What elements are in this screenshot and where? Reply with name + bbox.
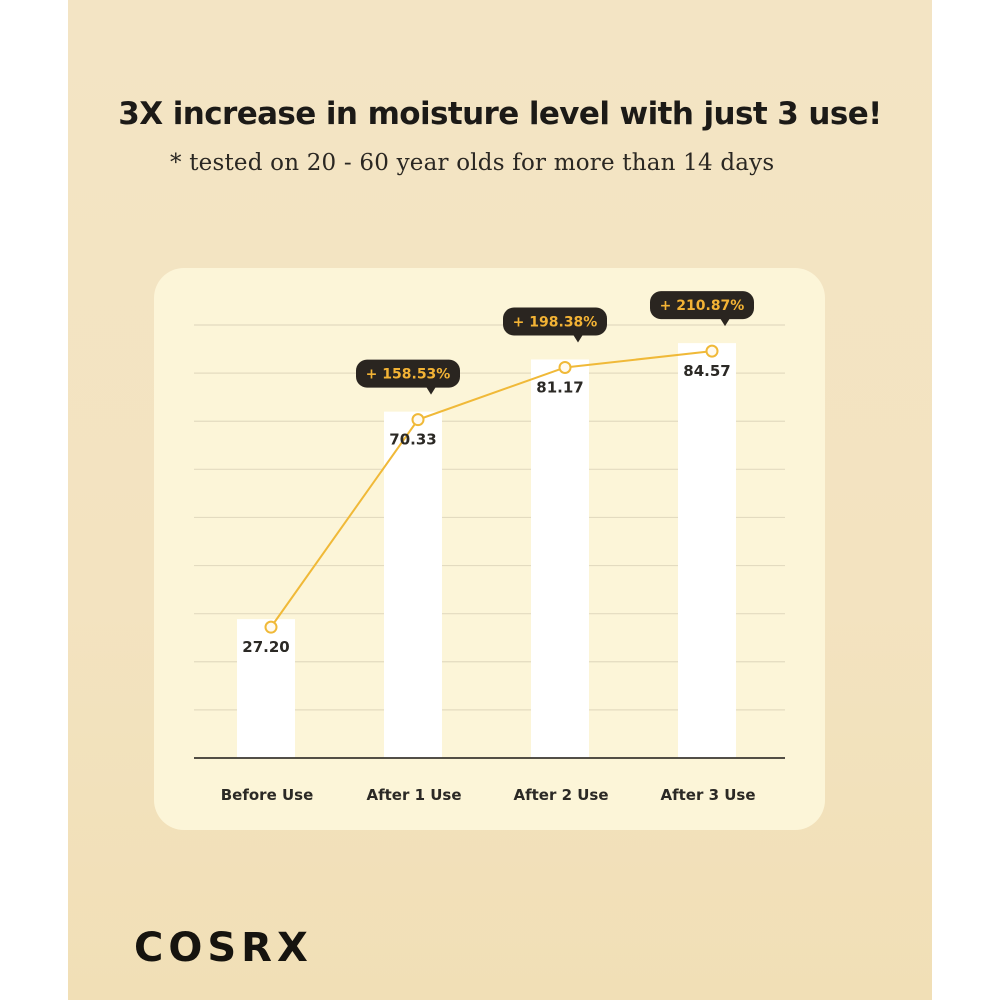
increase-badge: + 198.38%	[503, 307, 607, 343]
x-tick-label: Before Use	[221, 786, 314, 804]
value-label: 81.17	[536, 378, 583, 396]
bar	[237, 619, 295, 758]
increase-badge: + 210.87%	[650, 291, 754, 327]
data-point	[705, 344, 719, 358]
bar	[678, 343, 736, 758]
moisture-chart: 27.20 70.33 81.17 84.57 + 158.53% + 198.38% + …	[194, 291, 785, 804]
increase-label: + 210.87%	[660, 298, 745, 314]
badge-pointer	[426, 386, 436, 395]
increase-label: + 158.53%	[366, 367, 451, 383]
badge-bubble	[650, 291, 754, 320]
increase-badge: + 158.53%	[356, 359, 460, 395]
data-point	[411, 413, 425, 427]
poster-background: 3X increase in moisture level with just …	[68, 0, 932, 1000]
value-label: 70.33	[389, 431, 436, 449]
bar	[531, 359, 589, 758]
bars	[237, 343, 736, 758]
x-tick-label: After 3 Use	[660, 786, 755, 804]
headline: 3X increase in moisture level with just …	[118, 96, 882, 132]
badge-pointer	[720, 318, 730, 327]
badge-pointer	[573, 334, 583, 343]
x-tick-label: After 2 Use	[513, 786, 608, 804]
trend-line	[270, 350, 713, 628]
test-note: * tested on 20 - 60 year olds for more t…	[170, 150, 775, 176]
increase-label: + 198.38%	[513, 314, 598, 330]
value-label: 27.20	[242, 638, 289, 656]
value-label: 84.57	[683, 362, 730, 380]
badge-bubble	[356, 359, 460, 388]
chart-card: 27.20 70.33 81.17 84.57 + 158.53% + 198.38% + …	[154, 268, 825, 830]
bar	[384, 411, 442, 758]
x-tick-label: After 1 Use	[366, 786, 461, 804]
data-point	[558, 360, 572, 374]
brand-logo: COSRX	[134, 925, 313, 971]
badge-bubble	[503, 307, 607, 336]
data-point	[264, 620, 278, 634]
